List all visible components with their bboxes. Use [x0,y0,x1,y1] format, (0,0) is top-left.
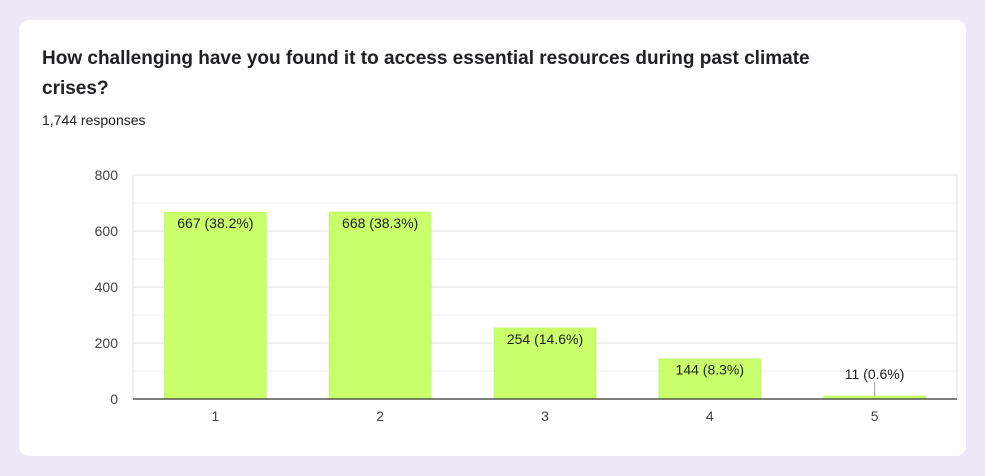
bar [164,211,267,400]
bar [658,358,762,400]
x-tick-label: 1 [212,408,220,424]
question-title: How challenging have you found it to acc… [42,48,810,99]
bar-data-label: 668 (38.3%) [342,215,418,231]
bar-data-label: 667 (38.2%) [177,215,253,231]
x-tick-label: 2 [376,408,384,424]
y-tick-label: 200 [95,335,119,351]
bar [328,211,432,400]
y-tick-label: 0 [110,391,118,407]
bar-data-label: 11 (0.6%) [845,366,905,382]
x-tick-label: 3 [541,408,549,424]
response-count: 1,744 responses [42,112,146,128]
y-tick-label: 400 [95,279,119,295]
x-tick-label: 4 [706,408,714,424]
y-tick-label: 800 [95,167,119,183]
x-tick-label: 5 [871,408,879,424]
y-tick-label: 600 [95,223,119,239]
bar-data-label: 254 (14.6%) [507,331,583,347]
bar [493,327,597,400]
bar-data-label: 144 (8.3%) [676,362,744,378]
